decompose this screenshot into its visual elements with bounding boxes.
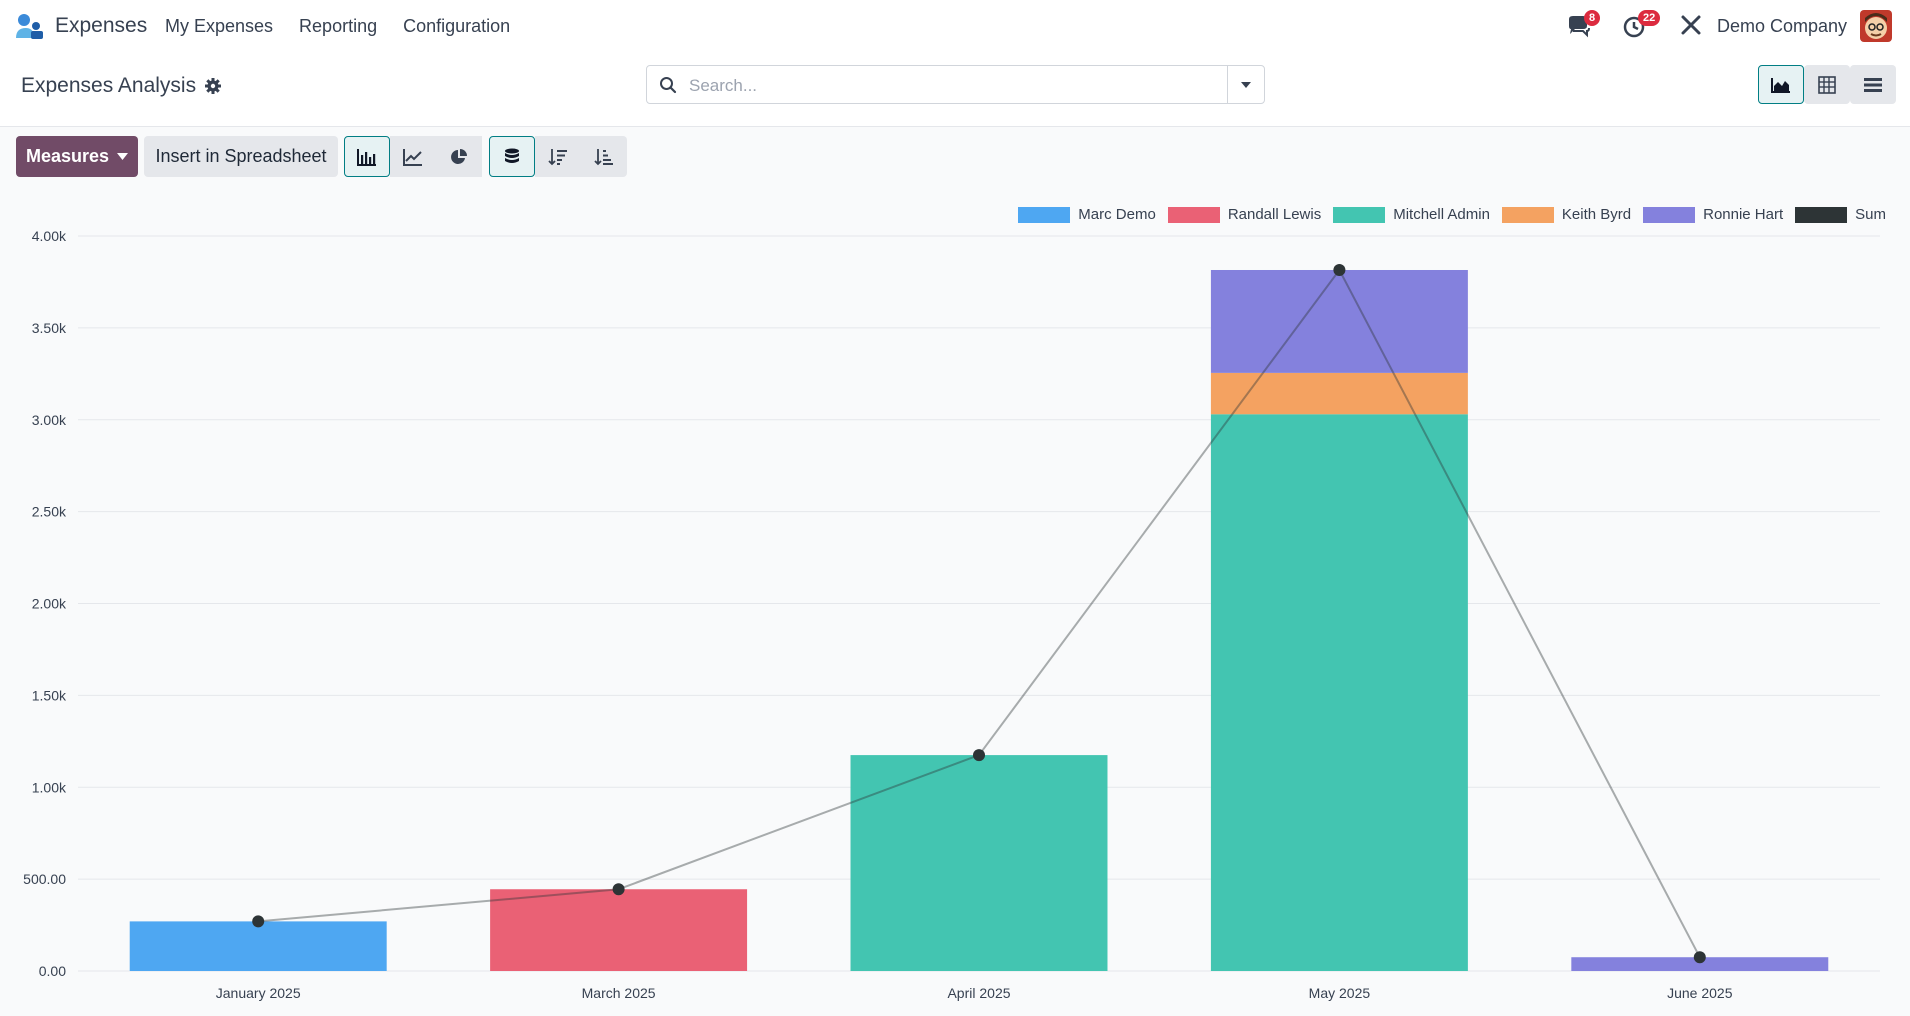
- y-tick-label: 3.50k: [32, 320, 67, 336]
- line-chart-icon: [403, 148, 422, 166]
- y-tick-label: 4.00k: [32, 228, 67, 244]
- legend-swatch: [1333, 206, 1386, 223]
- bar-segment: [129, 921, 387, 971]
- insert-label: Insert in Spreadsheet: [155, 146, 327, 166]
- graph-view-button[interactable]: [1758, 65, 1804, 104]
- bar-segment: [850, 755, 1108, 971]
- control-panel: Expenses Analysis: [0, 54, 1910, 127]
- table-icon: [1818, 75, 1836, 94]
- x-tick-label: January 2025: [216, 985, 301, 1001]
- x-tick-label: March 2025: [582, 985, 656, 1001]
- user-avatar[interactable]: [1860, 10, 1892, 42]
- legend-label: Sum: [1855, 206, 1886, 223]
- pie-chart-icon: [451, 148, 467, 164]
- sum-point: [1333, 263, 1346, 276]
- y-tick-label: 500.00: [23, 871, 66, 887]
- area-chart-icon: [1771, 77, 1790, 93]
- debug-menu[interactable]: [1680, 14, 1702, 41]
- menu-configuration[interactable]: Configuration: [403, 16, 511, 36]
- top-navbar: Expenses My Expenses Reporting Configura…: [0, 0, 1910, 54]
- page-title: Expenses Analysis: [21, 74, 197, 97]
- breadcrumb: Expenses Analysis: [21, 74, 222, 98]
- legend-label: Ronnie Hart: [1703, 206, 1784, 223]
- pie-chart-button[interactable]: [436, 136, 482, 177]
- list-view-button[interactable]: [1850, 65, 1896, 104]
- legend-label: Marc Demo: [1078, 206, 1156, 223]
- bar-chart-icon: [357, 148, 376, 166]
- pivot-view-button[interactable]: [1804, 65, 1850, 104]
- y-tick-label: 2.50k: [32, 504, 67, 520]
- x-tick-label: April 2025: [947, 985, 1010, 1001]
- bar-segment: [1210, 269, 1468, 373]
- measures-button[interactable]: Measures: [16, 136, 138, 177]
- company-switcher[interactable]: Demo Company: [1717, 16, 1848, 36]
- search-bar: [646, 65, 1265, 104]
- bar-segment: [1571, 957, 1829, 971]
- sum-point: [973, 749, 985, 762]
- line-chart-button[interactable]: [390, 136, 436, 177]
- legend-swatch: [1501, 206, 1554, 223]
- expenses-app-icon[interactable]: [14, 12, 44, 40]
- legend-item[interactable]: Keith Byrd: [1501, 206, 1632, 223]
- menu-reporting[interactable]: Reporting: [299, 16, 378, 36]
- legend-swatch: [1018, 206, 1071, 223]
- view-switcher: [1758, 65, 1896, 104]
- legend-item[interactable]: Mitchell Admin: [1333, 206, 1490, 223]
- sort-descending-button[interactable]: [535, 136, 581, 177]
- sum-point: [1693, 951, 1706, 964]
- activities-badge: 22: [1638, 10, 1661, 26]
- sort-descending-icon: [548, 148, 567, 165]
- search-icon: [660, 77, 677, 94]
- stacked-bar-chart: 0.00 500.00 1.00k 1.50k 2.00k 2.50k 3.00k 3.50k…: [23, 228, 1880, 1001]
- y-tick-label: 2.00k: [32, 596, 67, 612]
- stacked-toggle-button[interactable]: [489, 136, 535, 177]
- y-tick-label: 1.00k: [32, 779, 67, 795]
- database-stack-icon: [505, 148, 519, 163]
- bar-segment: [490, 889, 748, 971]
- bar-segment: [1210, 372, 1468, 415]
- menu-my-expenses[interactable]: My Expenses: [165, 16, 274, 36]
- sum-point: [252, 915, 265, 928]
- bar-chart-button[interactable]: [344, 136, 390, 177]
- legend-swatch: [1795, 206, 1848, 223]
- legend-label: Mitchell Admin: [1393, 206, 1490, 223]
- gear-icon[interactable]: [204, 77, 222, 95]
- legend-label: Randall Lewis: [1227, 206, 1322, 223]
- caret-down-icon: [1241, 81, 1251, 88]
- chat-icon: [1569, 16, 1590, 38]
- sort-ascending-icon: [594, 148, 613, 165]
- caret-down-icon: [117, 153, 129, 160]
- tools-icon: [1681, 15, 1701, 35]
- main-menu: My Expenses Reporting Configuration: [165, 16, 510, 37]
- activities-menu[interactable]: 22: [1622, 10, 1661, 44]
- list-icon: [1864, 77, 1882, 92]
- sum-point: [612, 883, 625, 896]
- messages-menu[interactable]: 8: [1565, 10, 1601, 44]
- legend-swatch: [1167, 206, 1220, 223]
- y-tick-label: 3.00k: [32, 412, 67, 428]
- legend-item[interactable]: Ronnie Hart: [1643, 206, 1783, 223]
- app-name[interactable]: Expenses: [55, 14, 148, 37]
- legend-item[interactable]: Marc Demo: [1018, 206, 1156, 223]
- legend-item[interactable]: Randall Lewis: [1167, 206, 1322, 223]
- insert-in-spreadsheet-button[interactable]: Insert in Spreadsheet: [144, 136, 338, 177]
- x-tick-label: June 2025: [1667, 985, 1733, 1001]
- sort-ascending-button[interactable]: [581, 136, 627, 177]
- y-tick-label: 0.00: [39, 963, 66, 979]
- messages-badge: 8: [1584, 10, 1601, 26]
- chart-legend: Marc Demo Randall Lewis Mitchell Admin Keit…: [1018, 206, 1886, 223]
- legend-swatch: [1643, 206, 1696, 223]
- measures-label: Measures: [25, 146, 110, 166]
- legend-label: Keith Byrd: [1561, 206, 1632, 223]
- x-tick-label: May 2025: [1309, 985, 1371, 1001]
- legend-item[interactable]: Sum: [1795, 206, 1886, 223]
- chart-area: Marc Demo Randall Lewis Mitchell Admin Keit…: [0, 190, 1910, 1016]
- search-options-toggle[interactable]: [1227, 66, 1264, 103]
- search-input[interactable]: [687, 72, 1211, 100]
- y-tick-label: 1.50k: [32, 687, 67, 703]
- bar-segment: [1210, 414, 1468, 971]
- clock-icon: [1623, 16, 1645, 38]
